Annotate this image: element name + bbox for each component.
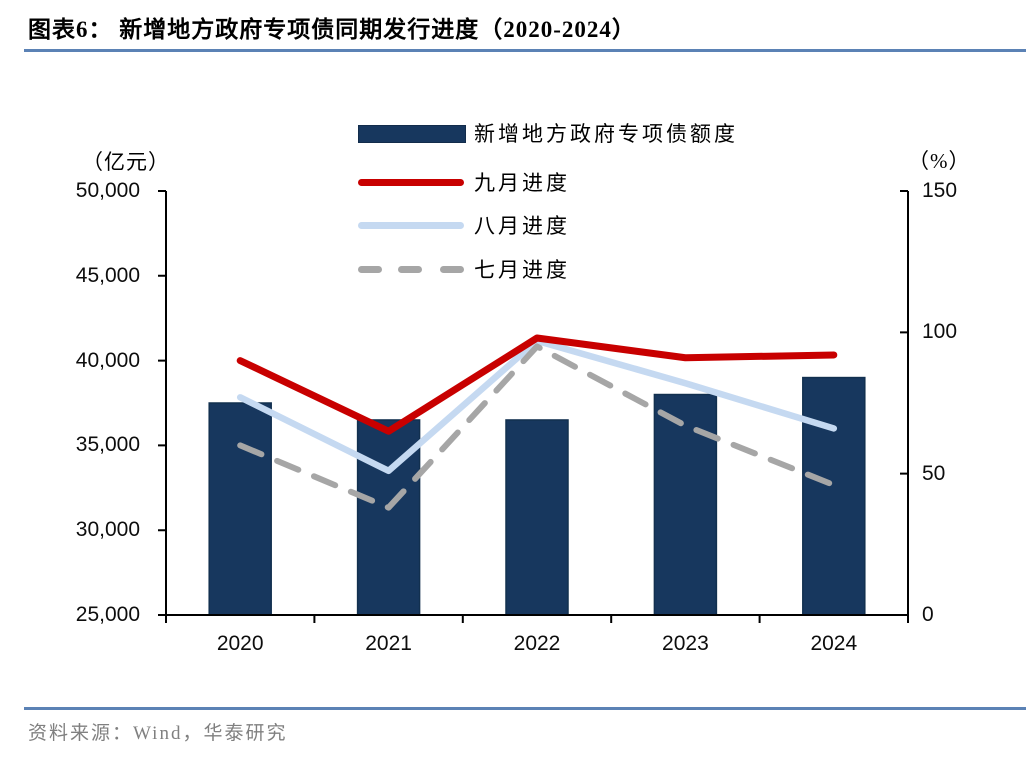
left-axis-unit-label: （亿元）: [82, 150, 170, 174]
bar-2022: [505, 419, 569, 616]
right-axis-tick-label: 0: [922, 603, 934, 626]
september-progress-line: [236, 334, 838, 435]
axis-frame: [165, 191, 909, 616]
legend-label-september: 九月进度: [474, 171, 570, 195]
left-axis-tick-label: 25,000: [75, 603, 140, 626]
legend-label-july: 七月进度: [474, 258, 570, 282]
footer-rule: [24, 707, 1026, 710]
source-text: 资料来源：Wind，华泰研究: [28, 723, 288, 744]
figure-title: 图表6： 新增地方政府专项债同期发行进度（2020-2024）: [28, 17, 636, 42]
right-axis-unit-label: （%）: [908, 149, 971, 173]
july-dash-swatch: [398, 266, 422, 273]
title-underline: [24, 49, 1026, 52]
axis-ticks: [158, 190, 909, 623]
legend-label-august: 八月进度: [474, 214, 570, 238]
left-axis-tick-label: 30,000: [75, 518, 140, 542]
august-line-swatch: [358, 222, 464, 229]
right-axis-tick-label: 50: [922, 461, 946, 485]
july-progress-line: [237, 343, 837, 511]
right-axis-tick-label: 150: [922, 179, 958, 202]
bar-swatch: [358, 125, 466, 143]
september-line-swatch: [358, 179, 464, 186]
bar-2020: [208, 402, 272, 616]
category-label: 2021: [365, 632, 412, 655]
category-label: 2022: [513, 632, 561, 655]
bar-2024: [802, 376, 866, 616]
left-axis-tick-label: 40,000: [75, 348, 140, 372]
left-axis-tick-label: 50,000: [75, 179, 140, 202]
category-label: 2023: [662, 632, 709, 655]
right-axis-tick-label: 100: [922, 320, 958, 344]
left-axis-tick-label: 35,000: [75, 433, 140, 457]
bar-2023: [653, 393, 718, 616]
category-label: 2024: [810, 632, 858, 655]
july-dash-swatch: [440, 266, 464, 273]
category-label: 2020: [216, 632, 264, 655]
legend-label-quota: 新增地方政府专项债额度: [474, 122, 738, 146]
july-dash-swatch: [358, 266, 382, 273]
left-axis-tick-label: 45,000: [75, 263, 140, 287]
